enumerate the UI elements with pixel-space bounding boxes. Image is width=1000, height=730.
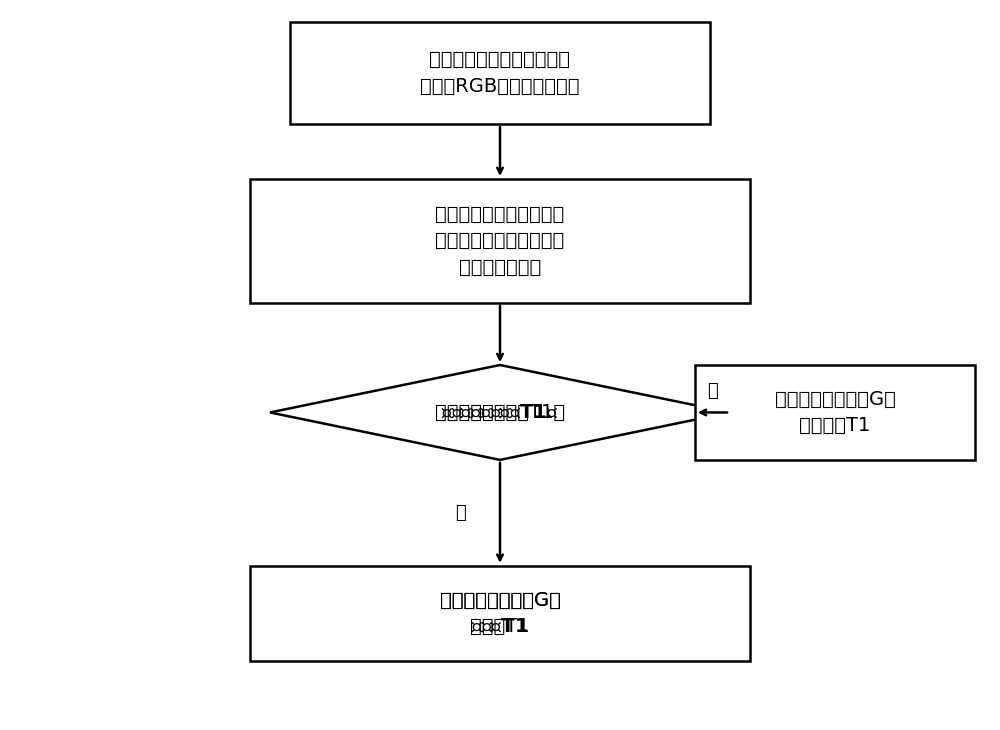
FancyBboxPatch shape	[250, 179, 750, 303]
Text: 否: 否	[707, 382, 718, 399]
Text: 三个值都大于阈值T1？: 三个值都大于阈值T1？	[435, 403, 565, 422]
Polygon shape	[270, 365, 730, 460]
Text: 是: 是	[455, 504, 465, 522]
Text: 全局特征的相似性G不
大于阈值T1: 全局特征的相似性G不 大于阈值T1	[775, 390, 895, 435]
Text: 全局特征的相似性G大
于阈值T1: 全局特征的相似性G大 于阈值T1	[440, 591, 560, 636]
Text: 分别对每个通道计算归一
化的互相关系数，得到三
个互相关系数值: 分别对每个通道计算归一 化的互相关系数，得到三 个互相关系数值	[435, 205, 565, 277]
FancyBboxPatch shape	[250, 566, 750, 661]
FancyBboxPatch shape	[695, 365, 975, 460]
Text: 全局特征的相似性G大
于阈值$\mathbf{T1}$: 全局特征的相似性G大 于阈值$\mathbf{T1}$	[440, 591, 560, 636]
FancyBboxPatch shape	[290, 22, 710, 124]
Text: 三个值都大于阈值$\mathbf{T1}$？: 三个值都大于阈值$\mathbf{T1}$？	[441, 403, 559, 422]
Text: 将输入的两幅彩色图像分别
划分为RGB三个通道的图像: 将输入的两幅彩色图像分别 划分为RGB三个通道的图像	[420, 50, 580, 96]
